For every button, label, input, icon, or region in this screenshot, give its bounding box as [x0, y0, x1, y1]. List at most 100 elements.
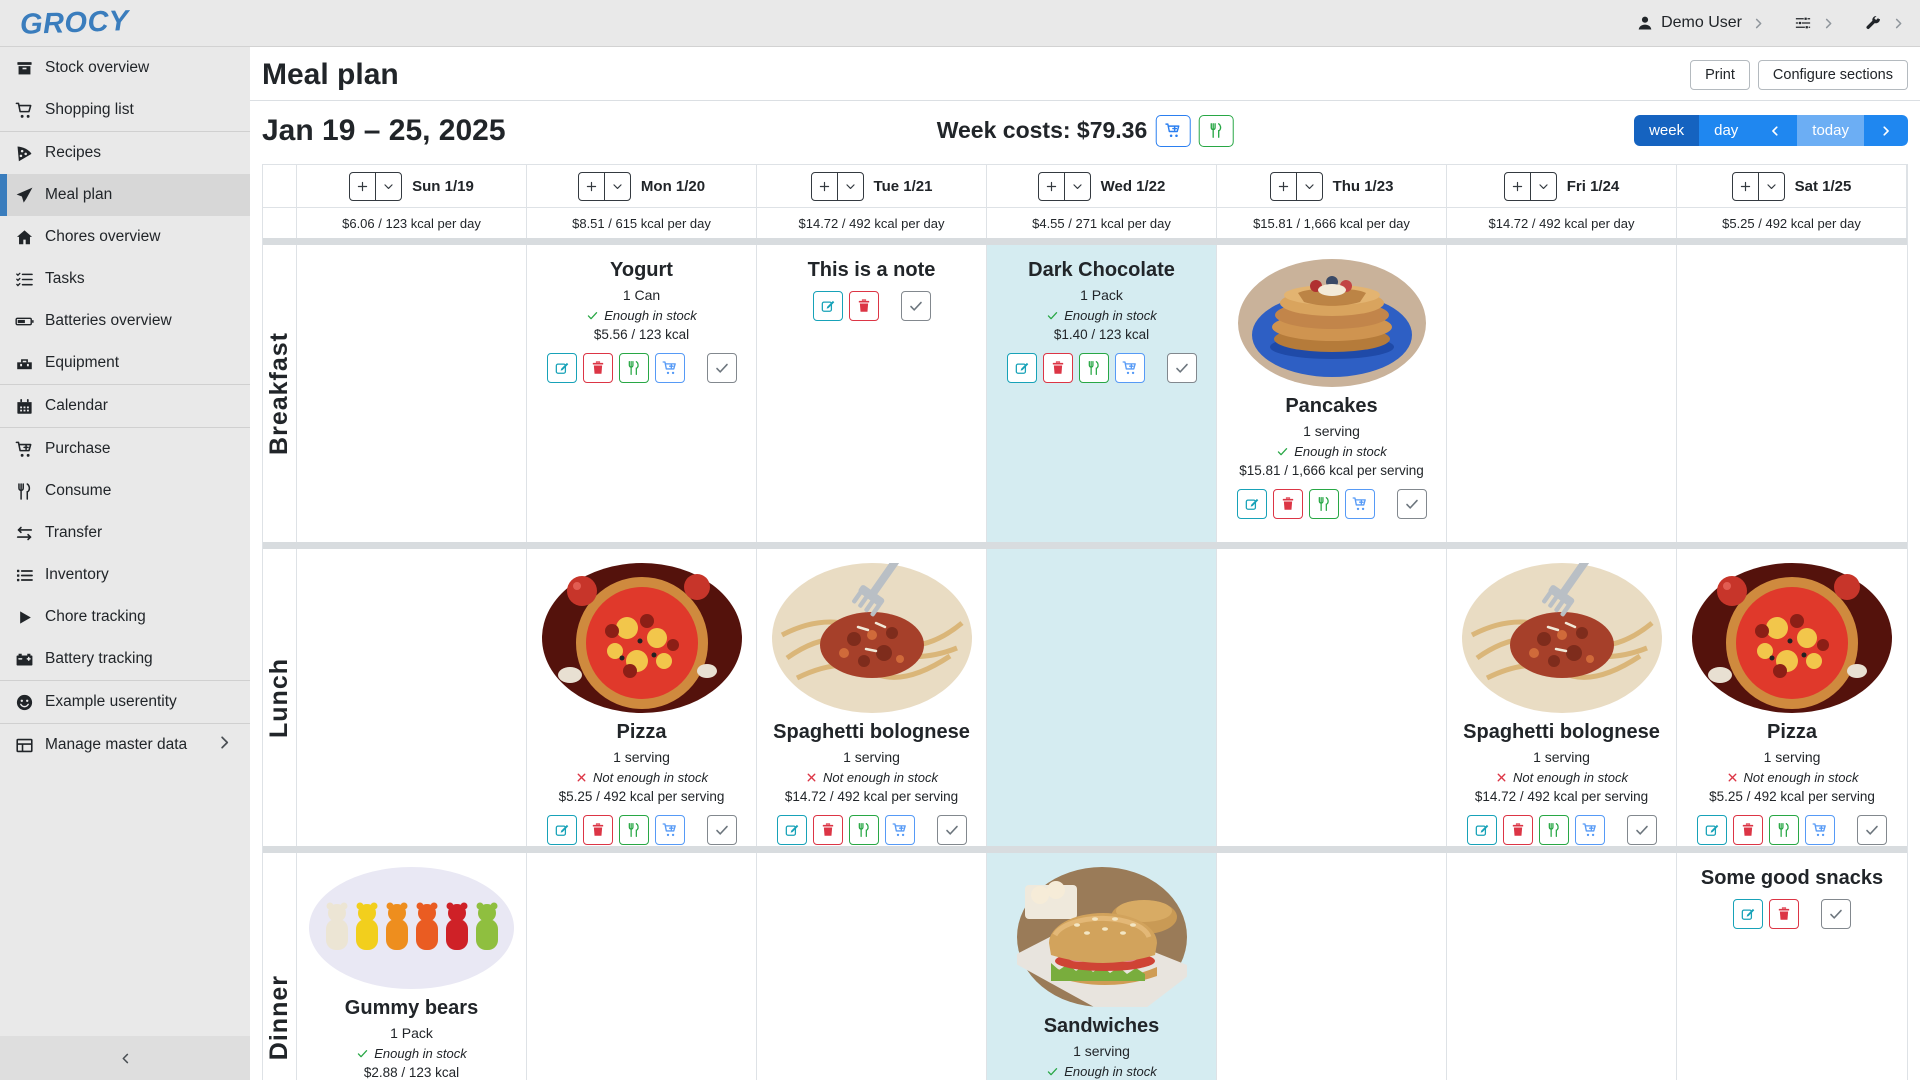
sidebar-item-transfer[interactable]: Transfer	[0, 512, 250, 554]
consume-meal-button[interactable]	[1538, 815, 1569, 845]
meal-card-title[interactable]: Pizza	[616, 721, 667, 743]
consume-meal-button[interactable]	[848, 815, 879, 845]
add-meal-button[interactable]	[1037, 171, 1065, 201]
meal-card[interactable]: This is a note	[757, 257, 986, 321]
mark-done-button[interactable]	[706, 815, 737, 845]
edit-meal-button[interactable]	[1236, 489, 1267, 519]
meal-card[interactable]: Spaghetti bolognese 1 serving Not enough i…	[1447, 561, 1676, 845]
meal-card[interactable]: Some good snacks	[1677, 865, 1907, 929]
grocy-logo[interactable]: GROCY	[19, 4, 130, 41]
meal-card[interactable]: Spaghetti bolognese 1 serving Not enough i…	[757, 561, 986, 845]
meal-card-title[interactable]: Gummy bears	[344, 997, 479, 1019]
previous-week-button[interactable]	[1753, 115, 1798, 146]
add-to-shopping-cart-button[interactable]	[1805, 815, 1835, 845]
spaghetti-bolognese-image[interactable]	[1461, 563, 1662, 713]
sidebar-item-manage-master-data[interactable]: Manage master data	[0, 724, 250, 766]
sidebar-item-inventory[interactable]: Inventory	[0, 554, 250, 596]
next-week-button[interactable]	[1864, 115, 1908, 146]
sidebar-item-stock-overview[interactable]: Stock overview	[0, 47, 250, 89]
meal-card-title[interactable]: Sandwiches	[1043, 1015, 1160, 1037]
consume-meal-button[interactable]	[1078, 353, 1109, 383]
delete-meal-button[interactable]	[1769, 899, 1799, 929]
meal-card-title[interactable]: Dark Chocolate	[1028, 259, 1175, 281]
meal-card[interactable]: Dark Chocolate 1 Pack Enough in stock $1.40…	[987, 257, 1216, 383]
wrench-icon[interactable]	[1864, 14, 1882, 32]
chevron-right-icon[interactable]	[1821, 16, 1836, 31]
sidebar-item-recipes[interactable]: Recipes	[0, 132, 250, 174]
consume-meal-button[interactable]	[618, 815, 649, 845]
sidebar-item-tasks[interactable]: Tasks	[0, 258, 250, 300]
edit-meal-button[interactable]	[776, 815, 807, 845]
sidebar-item-shopping-list[interactable]: Shopping list	[0, 89, 250, 131]
meal-card[interactable]: Sandwiches 1 serving Enough in stock	[987, 865, 1216, 1080]
sidebar-item-battery-tracking[interactable]: Battery tracking	[0, 638, 250, 680]
add-week-to-shopping-list-button[interactable]	[1155, 114, 1191, 147]
print-button[interactable]: Print	[1690, 59, 1750, 90]
delete-meal-button[interactable]	[848, 291, 879, 321]
meal-card-title[interactable]: Pizza	[1766, 721, 1818, 743]
sidebar-item-chores-overview[interactable]: Chores overview	[0, 216, 250, 258]
meal-card[interactable]: Pancakes 1 serving Enough in stock $15.81 /…	[1217, 257, 1446, 519]
add-meal-dropdown-button[interactable]	[1295, 171, 1323, 201]
view-week-button[interactable]: week	[1634, 115, 1700, 146]
add-meal-button[interactable]	[349, 171, 377, 201]
mark-done-button[interactable]	[1857, 815, 1887, 845]
meal-card[interactable]: Yogurt 1 Can Enough in stock $5.56 / 123 kc…	[527, 257, 756, 383]
delete-meal-button[interactable]	[1272, 489, 1303, 519]
edit-meal-button[interactable]	[1697, 815, 1727, 845]
edit-meal-button[interactable]	[546, 815, 577, 845]
view-day-button[interactable]: day	[1699, 115, 1754, 146]
meal-card-title[interactable]: Pancakes	[1285, 395, 1378, 417]
add-meal-dropdown-button[interactable]	[1529, 171, 1557, 201]
sliders-icon[interactable]	[1794, 14, 1812, 32]
edit-meal-button[interactable]	[1466, 815, 1497, 845]
meal-card-title[interactable]: Some good snacks	[1700, 867, 1884, 889]
pizza-image[interactable]	[541, 563, 742, 713]
add-meal-dropdown-button[interactable]	[1757, 171, 1785, 201]
add-to-shopping-cart-button[interactable]	[1574, 815, 1605, 845]
sidebar-collapse-button[interactable]	[0, 1036, 250, 1080]
mark-done-button[interactable]	[706, 353, 737, 383]
delete-meal-button[interactable]	[582, 353, 613, 383]
delete-meal-button[interactable]	[1733, 815, 1763, 845]
chevron-right-icon[interactable]	[1891, 16, 1906, 31]
add-meal-button[interactable]	[1269, 171, 1297, 201]
delete-meal-button[interactable]	[1502, 815, 1533, 845]
meal-card-title[interactable]: Spaghetti bolognese	[1463, 721, 1660, 743]
gummy-bears-image[interactable]	[309, 867, 514, 989]
consume-meal-button[interactable]	[1769, 815, 1799, 845]
delete-meal-button[interactable]	[582, 815, 613, 845]
add-meal-dropdown-button[interactable]	[836, 171, 864, 201]
sidebar-item-equipment[interactable]: Equipment	[0, 342, 250, 384]
sandwiches-image[interactable]	[1016, 867, 1187, 1007]
add-to-shopping-cart-button[interactable]	[1344, 489, 1375, 519]
spaghetti-bolognese-image[interactable]	[771, 563, 972, 713]
mark-done-button[interactable]	[1821, 899, 1851, 929]
meal-card[interactable]: Gummy bears 1 Pack Enough in stock $2.88 / …	[297, 865, 526, 1080]
sidebar-item-consume[interactable]: Consume	[0, 470, 250, 512]
consume-meal-button[interactable]	[618, 353, 649, 383]
consume-meal-button[interactable]	[1308, 489, 1339, 519]
sidebar-item-example-userentity[interactable]: Example userentity	[0, 681, 250, 723]
sidebar-item-purchase[interactable]: Purchase	[0, 428, 250, 470]
delete-meal-button[interactable]	[1042, 353, 1073, 383]
view-today-button[interactable]: today	[1797, 115, 1864, 146]
user-menu[interactable]: Demo User	[1636, 14, 1742, 32]
mark-done-button[interactable]	[900, 291, 931, 321]
pizza-image[interactable]	[1692, 563, 1892, 713]
mark-done-button[interactable]	[1626, 815, 1657, 845]
configure-sections-button[interactable]: Configure sections	[1757, 59, 1908, 90]
mark-done-button[interactable]	[1396, 489, 1427, 519]
add-to-shopping-cart-button[interactable]	[654, 353, 685, 383]
meal-card-title[interactable]: This is a note	[807, 259, 936, 281]
add-to-shopping-cart-button[interactable]	[654, 815, 685, 845]
add-meal-dropdown-button[interactable]	[603, 171, 631, 201]
sidebar-item-batteries-overview[interactable]: Batteries overview	[0, 300, 250, 342]
add-meal-dropdown-button[interactable]	[375, 171, 403, 201]
sidebar-item-calendar[interactable]: Calendar	[0, 385, 250, 427]
add-meal-button[interactable]	[1503, 171, 1531, 201]
delete-meal-button[interactable]	[812, 815, 843, 845]
edit-meal-button[interactable]	[1733, 899, 1763, 929]
chevron-right-icon[interactable]	[1751, 16, 1766, 31]
add-meal-dropdown-button[interactable]	[1063, 171, 1091, 201]
